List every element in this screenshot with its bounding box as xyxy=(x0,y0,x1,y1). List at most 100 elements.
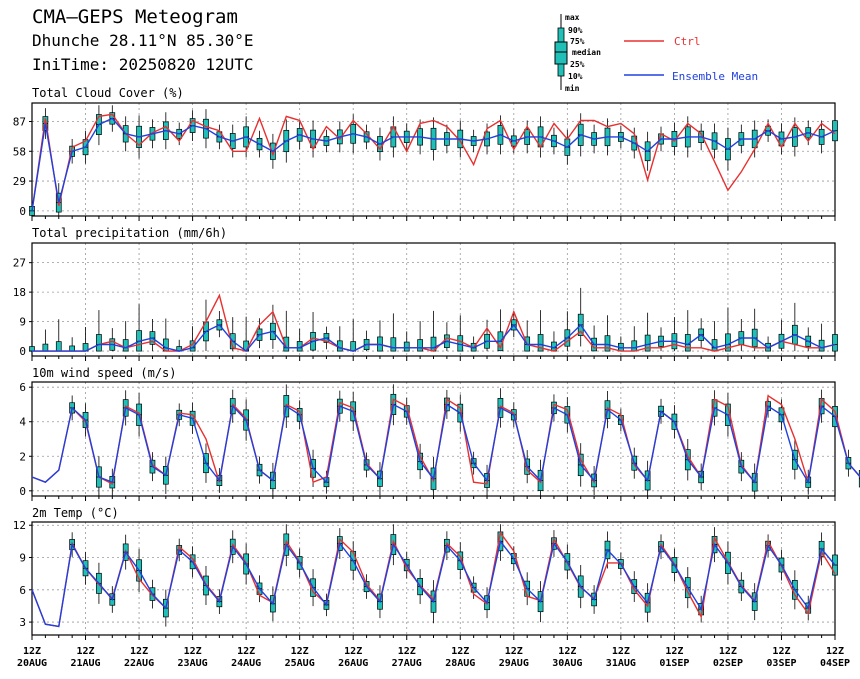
ensemble-box xyxy=(765,336,771,352)
x-tick-date-label: 02SEP xyxy=(713,658,743,669)
x-tick-hour-label: 12Z xyxy=(77,646,95,657)
x-tick-hour-label: 12Z xyxy=(665,646,683,657)
y-tick-label: 9 xyxy=(19,316,26,329)
y-tick-label: 87 xyxy=(13,115,26,128)
y-tick-label: 4 xyxy=(19,416,26,429)
legend-box-label-median: median xyxy=(572,47,601,57)
x-tick-date-label: 01SEP xyxy=(659,658,689,669)
init-time-label: IniTime: 20250820 12UTC xyxy=(32,55,254,74)
ctrl-line xyxy=(31,113,836,212)
ensemble-box xyxy=(377,320,383,352)
ensemble-box xyxy=(832,544,838,586)
legend-box-label-10: 10% xyxy=(568,72,583,81)
ensemble-box xyxy=(470,336,477,352)
ensemble-box xyxy=(42,329,49,352)
y-tick-label: 12 xyxy=(13,519,26,532)
x-tick-date-label: 20AUG xyxy=(17,658,47,669)
y-tick-label: 18 xyxy=(13,286,26,299)
x-tick-date-label: 26AUG xyxy=(338,658,368,669)
y-tick-label: 27 xyxy=(13,257,26,270)
panel-title: Total Cloud Cover (%) xyxy=(32,86,184,100)
panel-title: 10m wind speed (m/s) xyxy=(32,366,177,380)
legend-box-label-25: 25% xyxy=(570,60,585,69)
x-tick-hour-label: 12Z xyxy=(344,646,362,657)
legend-box-label-90: 90% xyxy=(568,26,583,35)
x-tick-date-label: 04SEP xyxy=(820,658,850,669)
ensemble-box xyxy=(484,319,490,352)
panel-title: Total precipitation (mm/6h) xyxy=(32,226,227,240)
y-tick-label: 0 xyxy=(19,345,26,358)
x-tick-date-label: 22AUG xyxy=(124,658,154,669)
y-tick-label: 6 xyxy=(19,584,26,597)
panel-title: 2m Temp (°C) xyxy=(32,506,119,520)
ensemble-box xyxy=(618,336,624,352)
y-tick-label: 58 xyxy=(13,145,26,158)
panel-1: Total Cloud Cover (%) 0 29 58 87 xyxy=(13,86,838,221)
ensemble-box xyxy=(564,311,571,352)
x-tick-date-label: 24AUG xyxy=(231,658,261,669)
ensemble-box xyxy=(216,311,223,338)
x-tick-hour-label: 12Z xyxy=(719,646,737,657)
ensemble-box xyxy=(698,318,705,349)
ensemble-box xyxy=(577,287,584,347)
page-title: CMA—GEPS Meteogram xyxy=(32,6,238,28)
ensemble-box xyxy=(751,308,758,352)
meteogram-header: CMA—GEPS Meteogram Dhunche 28.11°N 85.30… xyxy=(0,0,860,100)
y-tick-label: 0 xyxy=(19,205,26,218)
x-tick-date-label: 30AUG xyxy=(552,658,582,669)
x-tick-hour-label: 12Z xyxy=(772,646,790,657)
x-tick-hour-label: 12Z xyxy=(505,646,523,657)
ensemble-box xyxy=(778,319,785,352)
x-tick-hour-label: 12Z xyxy=(826,646,844,657)
ctrl-line xyxy=(31,394,860,485)
x-tick-hour-label: 12Z xyxy=(23,646,41,657)
y-tick-label: 6 xyxy=(19,381,26,394)
ensemble-box xyxy=(671,317,678,352)
panel-2: Total precipitation (mm/6h) 0 9 18 27 xyxy=(13,226,838,361)
ensemble-box xyxy=(149,318,156,352)
legend-ctrl-label: Ctrl xyxy=(674,35,701,48)
x-tick-hour-label: 12Z xyxy=(612,646,630,657)
ensemble-box xyxy=(176,339,183,352)
legend-box-label-min: min xyxy=(565,83,580,93)
legend: max 90% 75% median 25% 10% min Ctrl Ense… xyxy=(554,13,758,93)
ensemble-box xyxy=(55,319,62,352)
ensemble-box xyxy=(82,326,89,352)
ensemble-mean-line xyxy=(31,539,836,628)
ctrl-line xyxy=(32,293,836,352)
ensemble-mean-line xyxy=(31,117,836,212)
ensemble-mean-line xyxy=(31,403,860,485)
legend-mean-label: Ensemble Mean xyxy=(672,70,758,83)
panel-3: 10m wind speed (m/s) 0 2 4 6 xyxy=(19,366,860,501)
legend-box-label-max: max xyxy=(565,13,580,22)
ensemble-box xyxy=(310,311,316,352)
x-axis: 12Z20AUG12Z21AUG12Z22AUG12Z23AUG12Z24AUG… xyxy=(17,646,850,669)
ensemble-box xyxy=(524,320,531,352)
ensemble-box xyxy=(604,315,611,352)
ensemble-box xyxy=(430,310,437,352)
ensemble-box xyxy=(69,337,76,352)
y-tick-label: 0 xyxy=(19,485,26,498)
x-tick-date-label: 21AUG xyxy=(70,658,100,669)
ensemble-box xyxy=(350,319,357,352)
ensemble-box xyxy=(444,322,450,352)
x-tick-hour-label: 12Z xyxy=(398,646,416,657)
x-tick-date-label: 27AUG xyxy=(392,658,422,669)
panel-4: 2m Temp (°C) 3 6 9 12 xyxy=(13,506,838,640)
x-tick-hour-label: 12Z xyxy=(558,646,576,657)
legend-box-label-75: 75% xyxy=(570,37,585,46)
x-tick-date-label: 23AUG xyxy=(178,658,208,669)
x-tick-hour-label: 12Z xyxy=(451,646,469,657)
y-tick-label: 3 xyxy=(19,616,26,629)
ensemble-box xyxy=(457,315,464,352)
ensemble-box xyxy=(29,339,35,352)
x-tick-hour-label: 12Z xyxy=(184,646,202,657)
ensemble-box xyxy=(417,321,423,352)
box-legend-glyph xyxy=(554,14,568,90)
x-tick-hour-label: 12Z xyxy=(130,646,148,657)
y-tick-label: 2 xyxy=(19,450,26,463)
x-tick-date-label: 29AUG xyxy=(499,658,529,669)
x-tick-date-label: 03SEP xyxy=(766,658,796,669)
